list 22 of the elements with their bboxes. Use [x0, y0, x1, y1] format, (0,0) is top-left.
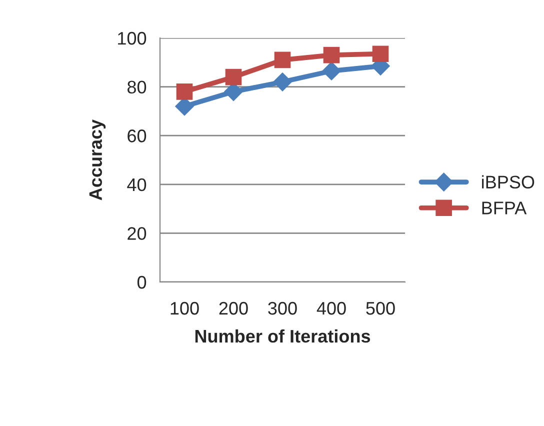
x-axis-title: Number of Iterations — [195, 329, 370, 343]
x-tick-label: 500 — [366, 302, 395, 315]
x-tick-label: 200 — [219, 302, 248, 315]
point — [322, 62, 341, 80]
point — [176, 84, 193, 100]
y-tick-label: 80 — [128, 80, 146, 94]
y-tick-label: 100 — [118, 32, 146, 45]
point — [323, 46, 340, 64]
point — [225, 68, 242, 86]
point — [274, 52, 291, 68]
x-tick-label: 300 — [268, 302, 297, 315]
point — [372, 46, 389, 62]
y-tick-label: 0 — [137, 276, 146, 289]
x-tick-label: 400 — [316, 302, 346, 315]
y-tick-label: 60 — [128, 130, 146, 142]
y-tick-label: 20 — [128, 227, 146, 240]
point — [273, 72, 292, 92]
y-axis-title: Accuracy — [89, 119, 106, 200]
legend-label: iBPSO — [482, 175, 534, 189]
legend-label: BFPA — [482, 202, 527, 214]
y-tick-label: 40 — [127, 178, 146, 192]
x-tick-label: 100 — [170, 302, 199, 315]
